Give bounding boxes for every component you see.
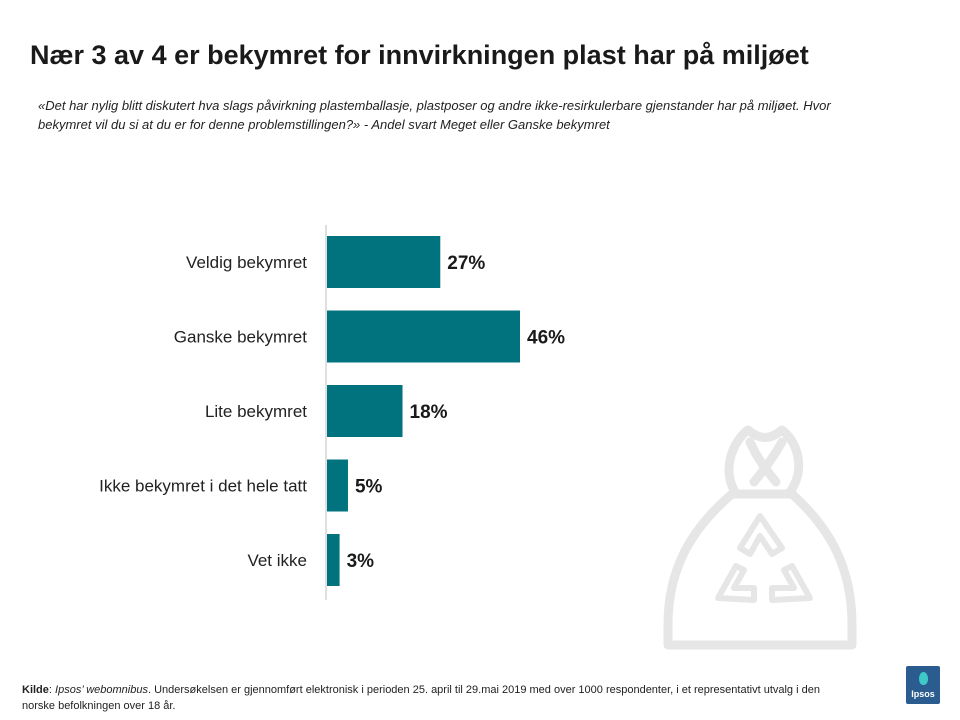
source-name: Ipsos’ webomnibus	[55, 684, 148, 696]
ipsos-logo-mark	[919, 672, 928, 685]
value-label-3: 5%	[355, 477, 383, 498]
source-text: . Undersøkelsen er gjennomført elektroni…	[22, 684, 820, 712]
category-label-2: Lite bekymret	[205, 402, 307, 421]
category-label-4: Vet ikke	[247, 551, 307, 570]
source-note: Kilde: Ipsos’ webomnibus. Undersøkelsen …	[22, 682, 842, 714]
value-label-4: 3%	[347, 551, 375, 572]
bar-3	[327, 459, 348, 512]
bar-2	[327, 385, 403, 437]
category-label-0: Veldig bekymret	[186, 253, 307, 272]
category-label-1: Ganske bekymret	[174, 328, 307, 347]
chart-subtitle: «Det har nylig blitt diskutert hva slags…	[38, 98, 831, 132]
bar-0	[327, 236, 441, 288]
ipsos-logo-text: Ipsos	[911, 689, 935, 699]
ipsos-logo: Ipsos	[906, 666, 940, 704]
source-separator: :	[48, 684, 56, 696]
source-label: Kilde	[22, 684, 49, 696]
value-label-0: 27%	[447, 253, 485, 274]
page-title: Nær 3 av 4 er bekymret for innvirkningen…	[30, 40, 809, 70]
recycling-bag-icon	[663, 425, 857, 650]
value-label-2: 18%	[410, 402, 448, 423]
category-label-3: Ikke bekymret i det hele tatt	[99, 477, 307, 496]
bar-4	[327, 534, 340, 586]
value-label-1: 46%	[527, 328, 565, 349]
bar-1	[327, 310, 520, 363]
